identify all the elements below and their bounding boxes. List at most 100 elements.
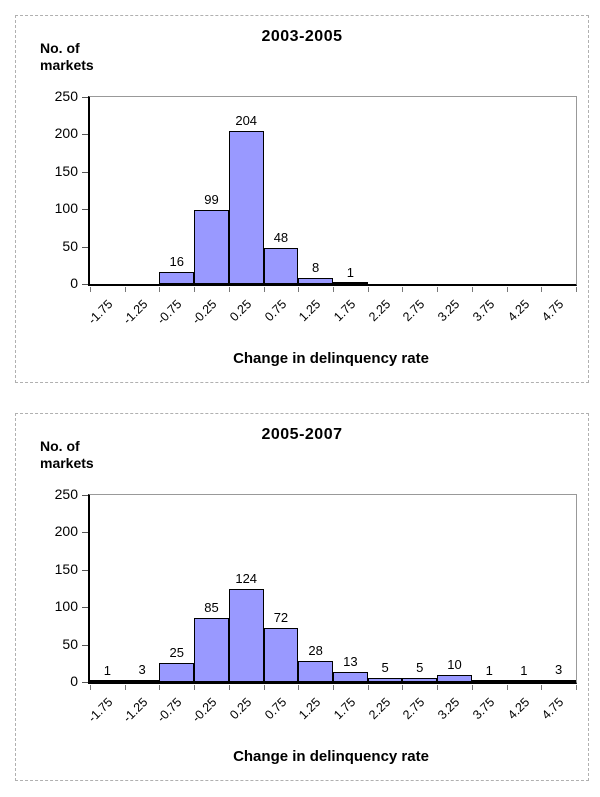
- bar: [402, 678, 438, 682]
- x-tick-label-text: 0.25: [226, 695, 255, 723]
- bar: [471, 680, 507, 682]
- y-tick-mark: [82, 644, 88, 646]
- x-tick-mark: [124, 287, 126, 292]
- x-tick-label-text: 3.75: [469, 695, 498, 723]
- x-tick-label-text: -0.25: [189, 297, 220, 328]
- x-tick-mark: [298, 685, 300, 690]
- bar-value-label: 3: [138, 662, 146, 677]
- bar-value-label: 8: [312, 260, 320, 275]
- bar: [159, 663, 195, 682]
- x-tick-label-text: -1.75: [85, 695, 116, 726]
- x-tick-label-text: 0.75: [261, 297, 289, 325]
- x-tick-label-text: -1.75: [85, 297, 116, 328]
- bar-value-label: 5: [416, 660, 424, 675]
- bar-value-label: 124: [235, 571, 258, 586]
- x-axis-title: Change in delinquency rate: [233, 350, 429, 367]
- x-tick-mark: [437, 685, 439, 690]
- bar-value-label: 204: [235, 113, 258, 128]
- x-tick-label-text: 3.25: [435, 297, 463, 325]
- y-axis: 0 50 100 150 200 250: [16, 16, 78, 382]
- y-axis-title-line2: markets: [40, 57, 94, 74]
- x-tick-label-text: 0.25: [226, 297, 255, 325]
- bar: [159, 272, 195, 284]
- y-tick-label: 200: [54, 523, 78, 540]
- x-tick-mark: [471, 685, 473, 690]
- x-tick-label-text: -0.75: [154, 297, 185, 328]
- x-tick-mark: [576, 287, 577, 292]
- y-tick-label: 250: [54, 88, 78, 104]
- y-tick-mark: [82, 607, 88, 609]
- x-tick-mark: [541, 685, 543, 690]
- y-tick-mark: [82, 532, 88, 534]
- x-tick-mark: [437, 287, 439, 292]
- y-tick-label: 0: [70, 673, 78, 689]
- x-tick-label-text: 3.25: [435, 695, 463, 723]
- bar: [437, 675, 472, 682]
- bar-value-label: 1: [103, 663, 111, 678]
- x-tick-label-text: 4.75: [539, 695, 567, 723]
- bar: [541, 680, 576, 682]
- bar: [263, 628, 299, 682]
- x-tick-mark: [159, 685, 161, 690]
- bar-value-label: 1: [485, 663, 493, 678]
- x-tick-label-text: 2.75: [400, 695, 428, 723]
- y-tick-mark: [82, 284, 88, 285]
- x-tick-mark: [333, 685, 334, 690]
- x-tick-mark: [124, 685, 126, 690]
- y-tick-mark: [82, 134, 88, 136]
- y-tick-label: 250: [54, 486, 78, 502]
- x-tick-mark: [333, 287, 334, 292]
- x-tick-label-text: 1.25: [296, 297, 324, 325]
- x-tick-mark: [159, 287, 161, 292]
- x-tick-label-text: 1.75: [331, 297, 359, 325]
- bar-value-label: 25: [169, 645, 185, 660]
- x-tick-label-text: 4.75: [539, 297, 567, 325]
- chart-title: 2003-2005: [261, 28, 343, 45]
- x-tick-label-text: -1.25: [119, 297, 150, 328]
- x-tick-label-text: 2.25: [365, 297, 393, 325]
- x-tick-label-text: 2.25: [365, 695, 393, 723]
- x-tick-mark: [228, 685, 230, 690]
- bar-value-label: 13: [343, 654, 358, 669]
- x-tick-mark: [298, 287, 300, 292]
- bar: [367, 678, 403, 682]
- bar: [90, 680, 125, 682]
- x-tick-mark: [506, 287, 508, 292]
- x-tick-mark: [402, 685, 404, 690]
- bar-value-label: 5: [381, 660, 389, 675]
- x-tick-label-text: -0.75: [154, 695, 185, 726]
- histogram-2005-2007: 2005-2007 No. of markets 0 50 100 150 200 250…: [15, 413, 589, 781]
- x-tick-mark: [228, 287, 230, 292]
- bar: [333, 282, 368, 284]
- plot-area: 16 99 204 48 8 1: [82, 96, 577, 292]
- y-tick-mark: [82, 171, 88, 173]
- y-axis-title-line1: No. of: [40, 40, 80, 56]
- bar-value-label: 10: [447, 657, 462, 672]
- y-tick-mark: [82, 495, 88, 496]
- x-tick-mark: [471, 287, 473, 292]
- x-tick-label-text: 4.25: [504, 695, 532, 723]
- bar: [506, 680, 542, 682]
- x-tick-label-text: 3.75: [469, 297, 498, 325]
- x-tick-mark: [541, 287, 543, 292]
- x-tick-mark: [402, 287, 404, 292]
- bar-value-label: 99: [204, 192, 219, 207]
- bar: [263, 248, 299, 284]
- x-tick-label-text: 4.25: [504, 297, 532, 325]
- bar: [228, 131, 264, 284]
- plot-area: 1 3 25 85 124 72 28 13 5 5 10 1 1 3: [82, 494, 577, 690]
- y-axis: 0 50 100 150 200 250: [16, 414, 78, 780]
- x-tick-label-text: 1.75: [331, 695, 359, 723]
- y-tick-label: 150: [54, 560, 78, 577]
- y-axis-title: No. of markets: [40, 438, 94, 472]
- bar: [228, 589, 264, 682]
- bar-value-label: 85: [204, 600, 219, 615]
- x-tick-mark: [90, 685, 91, 690]
- bar: [298, 278, 333, 284]
- x-tick-mark: [506, 685, 508, 690]
- y-tick-label: 100: [54, 200, 78, 217]
- x-tick-label-text: 2.75: [400, 297, 428, 325]
- y-tick-label: 100: [54, 598, 78, 615]
- x-axis-title: Change in delinquency rate: [233, 748, 429, 765]
- y-axis-title: No. of markets: [40, 40, 94, 74]
